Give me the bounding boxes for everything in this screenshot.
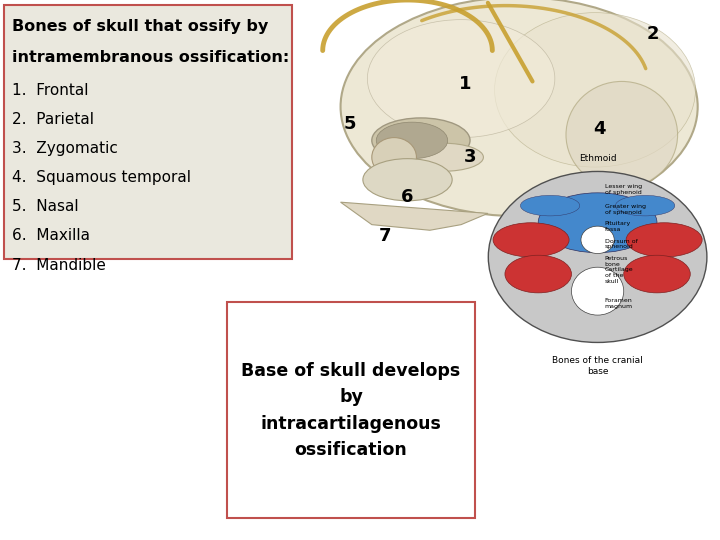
Ellipse shape bbox=[505, 255, 572, 293]
Ellipse shape bbox=[363, 159, 452, 201]
Text: 7.  Mandible: 7. Mandible bbox=[12, 258, 106, 273]
Ellipse shape bbox=[493, 222, 569, 257]
Ellipse shape bbox=[372, 138, 416, 177]
FancyBboxPatch shape bbox=[227, 302, 475, 518]
Ellipse shape bbox=[521, 195, 580, 216]
Ellipse shape bbox=[624, 255, 690, 293]
Text: 5.  Nasal: 5. Nasal bbox=[12, 199, 79, 214]
Text: 1: 1 bbox=[459, 75, 472, 93]
Text: 6: 6 bbox=[401, 187, 414, 206]
Ellipse shape bbox=[488, 172, 707, 342]
Ellipse shape bbox=[572, 267, 624, 315]
Text: Foramen
magnum: Foramen magnum bbox=[605, 299, 633, 309]
Text: 7: 7 bbox=[379, 227, 392, 245]
Ellipse shape bbox=[377, 122, 448, 159]
Ellipse shape bbox=[626, 222, 702, 257]
Text: 1.  Frontal: 1. Frontal bbox=[12, 83, 89, 98]
Text: Base of skull develops
by
intracartilagenous
ossification: Base of skull develops by intracartilage… bbox=[241, 362, 461, 459]
Ellipse shape bbox=[616, 195, 675, 216]
Text: Cartilage
of the
skull: Cartilage of the skull bbox=[605, 267, 634, 284]
Text: intramembranous ossification:: intramembranous ossification: bbox=[12, 50, 289, 65]
Ellipse shape bbox=[341, 0, 698, 216]
Polygon shape bbox=[341, 202, 488, 230]
Text: 3: 3 bbox=[464, 148, 476, 166]
Text: 5: 5 bbox=[343, 114, 356, 132]
Text: Greater wing
of sphenoid: Greater wing of sphenoid bbox=[605, 205, 646, 215]
Ellipse shape bbox=[495, 12, 696, 167]
Text: 6.  Maxilla: 6. Maxilla bbox=[12, 228, 90, 244]
Text: Bones of the cranial
base: Bones of the cranial base bbox=[552, 356, 643, 375]
Text: Dorsum of
sphenoid: Dorsum of sphenoid bbox=[605, 239, 637, 249]
Ellipse shape bbox=[403, 143, 483, 171]
Ellipse shape bbox=[367, 19, 555, 138]
Text: 4.  Squamous temporal: 4. Squamous temporal bbox=[12, 170, 192, 185]
Text: Pituitary
fossa: Pituitary fossa bbox=[605, 221, 631, 232]
Ellipse shape bbox=[566, 82, 678, 188]
Text: 2: 2 bbox=[647, 25, 660, 43]
FancyBboxPatch shape bbox=[4, 5, 292, 259]
Ellipse shape bbox=[539, 193, 657, 253]
Ellipse shape bbox=[581, 226, 614, 254]
Text: 2.  Parietal: 2. Parietal bbox=[12, 112, 94, 127]
Text: Petrous
bone: Petrous bone bbox=[605, 256, 628, 267]
Text: 4: 4 bbox=[593, 120, 606, 138]
Text: Ethmoid: Ethmoid bbox=[579, 154, 616, 163]
Text: 3.  Zygomatic: 3. Zygomatic bbox=[12, 141, 118, 156]
Ellipse shape bbox=[372, 118, 470, 163]
Text: Bones of skull that ossify by: Bones of skull that ossify by bbox=[12, 19, 269, 34]
Text: Lesser wing
of sphenoid: Lesser wing of sphenoid bbox=[605, 184, 642, 195]
